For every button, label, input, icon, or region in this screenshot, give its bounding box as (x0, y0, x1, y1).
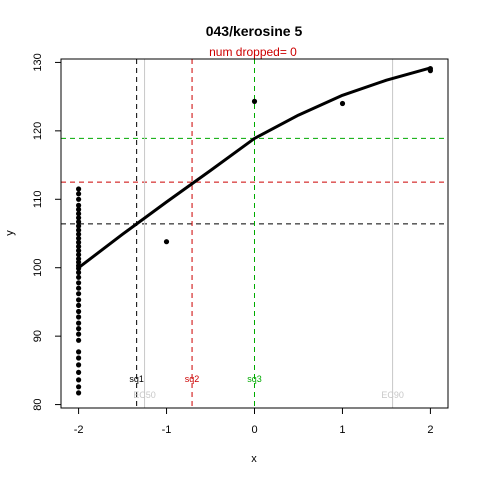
data-point (76, 269, 82, 276)
vline-label-sq1: sq1 (129, 374, 144, 384)
data-point (76, 390, 82, 396)
data-point (76, 223, 82, 229)
x-tick-label: -1 (162, 424, 172, 436)
data-point (76, 308, 82, 315)
data-point (76, 355, 82, 361)
x-axis: -2 -1 0 1 2 (74, 407, 433, 436)
data-point (76, 291, 82, 297)
data-point (76, 248, 82, 254)
data-point (76, 369, 82, 375)
data-point (76, 377, 82, 383)
x-tick-label: 2 (427, 424, 433, 436)
data-point (76, 349, 82, 355)
data-point (76, 302, 82, 308)
data-point (76, 252, 82, 258)
data-point (76, 285, 82, 291)
data-point (76, 384, 82, 390)
data-point (76, 206, 82, 213)
chart-title: 043/kerosine 5 (206, 23, 303, 39)
data-point (76, 331, 82, 337)
y-tick-label: 80 (32, 398, 44, 410)
data-point (76, 239, 82, 245)
data-point (76, 314, 82, 320)
chart-subtitle: num dropped= 0 (209, 45, 297, 59)
fit-curve-layer (77, 66, 431, 269)
vline-label-ec90: EC90 (381, 390, 404, 400)
data-point (76, 186, 82, 192)
fit-curve (77, 66, 431, 269)
x-tick-label: -2 (74, 424, 84, 436)
data-point (251, 98, 258, 104)
data-point (76, 256, 82, 262)
x-tick-label: 0 (251, 424, 257, 436)
data-point (76, 196, 82, 202)
data-point (427, 66, 433, 72)
vline-label-ec50: EC50 (133, 390, 156, 400)
data-point (76, 297, 82, 303)
data-point (163, 239, 170, 245)
data-point (76, 231, 82, 237)
data-point (76, 243, 82, 250)
data-point (76, 280, 82, 286)
data-point (76, 215, 82, 221)
data-point (76, 202, 82, 208)
y-tick-label: 90 (32, 330, 44, 342)
points-layer (76, 66, 433, 396)
y-tick-label: 100 (32, 259, 44, 277)
data-point (76, 235, 82, 241)
y-tick-label: 130 (32, 53, 44, 71)
y-axis-label: y (4, 230, 16, 236)
data-point (339, 100, 346, 107)
x-tick-label: 1 (339, 424, 345, 436)
x-axis-label: x (251, 453, 257, 465)
y-axis: 80 90 100 110 120 130 (32, 53, 62, 411)
data-point (76, 326, 82, 332)
data-point (76, 227, 82, 233)
data-point (76, 219, 82, 225)
y-tick-label: 110 (32, 191, 44, 209)
vline-label-sq2: sq2 (185, 374, 200, 384)
data-point (76, 320, 82, 326)
data-point (76, 191, 82, 197)
data-point (76, 337, 82, 343)
reference-lines: sq1 sq2 sq3 EC50 EC90 (61, 59, 448, 408)
y-tick-label: 120 (32, 122, 44, 140)
vline-label-sq3: sq3 (247, 374, 262, 384)
data-point (76, 362, 82, 368)
data-point (76, 211, 82, 217)
data-point (76, 274, 82, 280)
